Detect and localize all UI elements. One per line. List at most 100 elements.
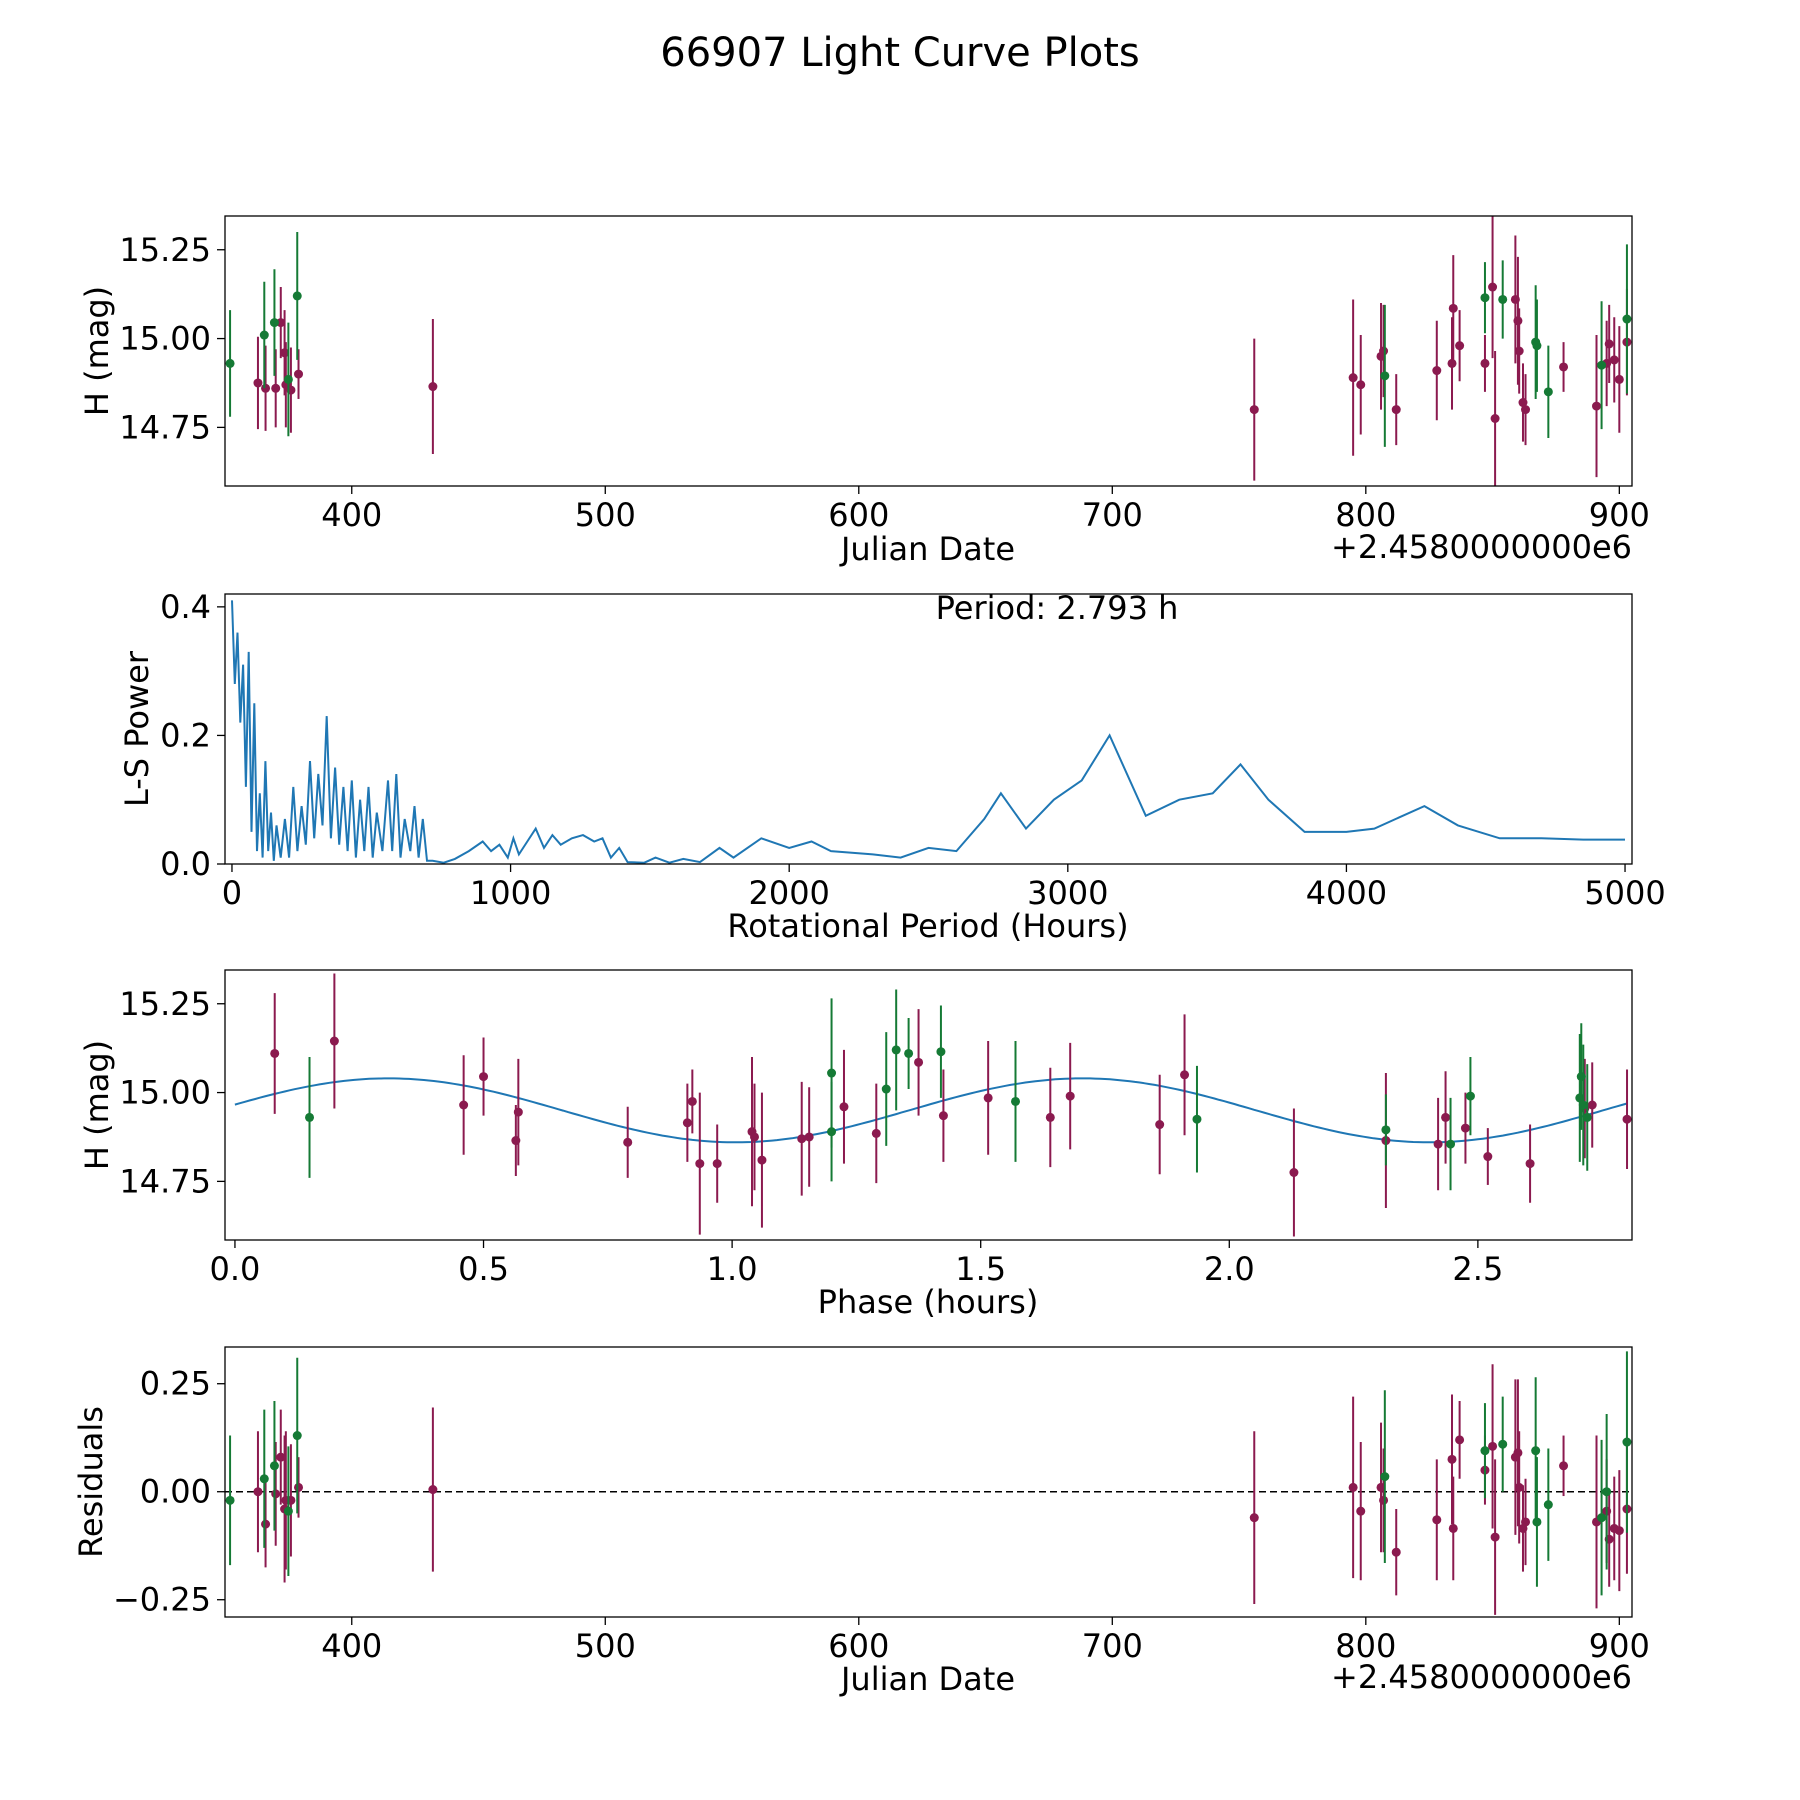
lightcurve-point-magenta — [1604, 339, 1614, 349]
residuals-point-magenta — [1455, 1435, 1465, 1445]
lightcurve-point-magenta — [253, 378, 263, 388]
phased-point-magenta — [712, 1159, 722, 1169]
residuals-point-green — [1531, 1446, 1541, 1456]
lightcurve-point-magenta — [1348, 373, 1358, 383]
lightcurve-point-green — [1532, 341, 1542, 351]
lightcurve-point-green — [1380, 371, 1390, 381]
lightcurve-point-magenta — [1455, 341, 1465, 351]
periodogram-xtick-label: 2000 — [748, 874, 829, 912]
phased-point-magenta — [687, 1096, 697, 1106]
phased-point-green — [1446, 1139, 1456, 1149]
phased-point-magenta — [623, 1137, 633, 1147]
phased-point-magenta — [695, 1159, 705, 1169]
residuals-ytick-label: 0.25 — [140, 1365, 211, 1403]
residuals-ylabel: Residuals — [72, 1406, 110, 1558]
residuals-point-magenta — [1521, 1517, 1531, 1527]
residuals-point-green — [292, 1431, 302, 1441]
lightcurve-point-green — [259, 330, 269, 340]
residuals-point-green — [259, 1474, 269, 1484]
residuals-point-magenta — [253, 1487, 263, 1497]
phased-point-magenta — [1441, 1112, 1451, 1122]
phased-point-magenta — [329, 1036, 339, 1046]
phased-point-magenta — [1045, 1112, 1055, 1122]
residuals-xtick-label: 500 — [575, 1627, 636, 1665]
lightcurve-ytick-label: 14.75 — [119, 408, 211, 446]
residuals-point-magenta — [1391, 1547, 1401, 1557]
phased-point-green — [827, 1068, 837, 1078]
phased-point-magenta — [479, 1072, 489, 1082]
residuals-point-green — [1498, 1439, 1508, 1449]
phased-point-green — [1192, 1114, 1202, 1124]
phased-point-magenta — [757, 1155, 767, 1165]
residuals-xlabel: Julian Date — [839, 1660, 1015, 1698]
phased-point-magenta — [839, 1102, 849, 1112]
periodogram-annotation: Period: 2.793 h — [936, 589, 1179, 627]
lightcurve-point-green — [1597, 360, 1607, 370]
lightcurve-xtick-label: 600 — [828, 496, 889, 534]
phased-point-green — [936, 1047, 946, 1057]
residuals-point-magenta — [1490, 1532, 1500, 1542]
lightcurve-point-magenta — [261, 383, 271, 393]
periodogram-xtick-label: 3000 — [1027, 874, 1108, 912]
phased-xtick-label: 0.5 — [458, 1250, 509, 1288]
residuals-point-magenta — [1249, 1513, 1259, 1523]
phased-xtick-label: 1.5 — [955, 1250, 1006, 1288]
periodogram-ytick-label: 0.4 — [160, 588, 211, 626]
lightcurve-point-magenta — [276, 318, 286, 328]
residuals-point-magenta — [276, 1452, 286, 1462]
periodogram-power-line — [231, 600, 1625, 864]
periodogram-panel: 0 1000 2000 3000 4000 5000 0.0 0.2 0.4 Period: 2… — [118, 588, 1666, 945]
phased-frame — [224, 969, 1633, 1241]
phased-ytick-label: 14.75 — [119, 1162, 211, 1200]
lightcurve-point-magenta — [1391, 405, 1401, 415]
phased-point-green — [1576, 1072, 1586, 1082]
residuals-point-magenta — [1514, 1482, 1524, 1492]
periodogram-xtick-label: 0 — [222, 874, 242, 912]
residuals-point-magenta — [1379, 1495, 1389, 1505]
phased-point-magenta — [749, 1132, 759, 1142]
lightcurve-xtick-label: 900 — [1589, 496, 1650, 534]
residuals-xtick-label: 700 — [1082, 1627, 1143, 1665]
phased-xtick-label: 0.0 — [209, 1250, 260, 1288]
lightcurve-point-magenta — [1521, 405, 1531, 415]
phased-point-magenta — [1525, 1159, 1535, 1169]
phased-point-green — [904, 1048, 914, 1058]
phased-xtick-label: 2.0 — [1204, 1250, 1255, 1288]
residuals-ytick-label: 0.00 — [140, 1473, 211, 1511]
residuals-point-green — [1543, 1500, 1553, 1510]
phased-point-magenta — [914, 1057, 924, 1067]
lightcurve-point-green — [1543, 387, 1553, 397]
lightcurve-xlabel: Julian Date — [839, 530, 1015, 568]
phased-xtick-label: 2.5 — [1452, 1250, 1503, 1288]
phased-point-magenta — [270, 1048, 280, 1058]
lightcurve-xtick-label: 700 — [1082, 496, 1143, 534]
phased-point-green — [1578, 1100, 1588, 1110]
periodogram-xtick-label: 1000 — [470, 874, 551, 912]
residuals-point-magenta — [1513, 1448, 1523, 1458]
phased-panel: 0.0 0.5 1.0 1.5 2.0 2.5 14.75 15.00 15.25 Phase … — [78, 969, 1633, 1321]
periodogram-frame — [224, 593, 1633, 865]
phased-point-green — [305, 1112, 315, 1122]
lightcurve-point-magenta — [1249, 405, 1259, 415]
lightcurve-point-magenta — [1490, 414, 1500, 423]
residuals-point-magenta — [1447, 1454, 1457, 1464]
residuals-point-green — [1532, 1517, 1542, 1527]
lightcurve-point-magenta — [428, 382, 438, 392]
lightcurve-ytick-label: 15.00 — [119, 320, 211, 358]
phased-point-green — [1582, 1112, 1592, 1122]
lightcurve-point-magenta — [1432, 366, 1442, 376]
periodogram-ytick-label: 0.0 — [160, 845, 211, 883]
residuals-point-magenta — [261, 1519, 271, 1529]
lightcurve-point-green — [1498, 294, 1508, 304]
residuals-xtick-label: 900 — [1589, 1627, 1650, 1665]
residuals-point-green — [1480, 1446, 1490, 1456]
phased-xtick-label: 1.0 — [707, 1250, 758, 1288]
lightcurve-ylabel: H (mag) — [78, 286, 116, 416]
lightcurve-panel: 400 500 600 700 800 900 14.75 15.00 15.25 Julian… — [78, 215, 1650, 568]
lightcurve-ytick-label: 15.25 — [119, 231, 211, 269]
phased-ylabel: H (mag) — [78, 1040, 116, 1170]
lightcurve-point-green — [1480, 293, 1490, 303]
residuals-point-magenta — [1559, 1461, 1569, 1471]
phased-point-magenta — [938, 1111, 948, 1121]
